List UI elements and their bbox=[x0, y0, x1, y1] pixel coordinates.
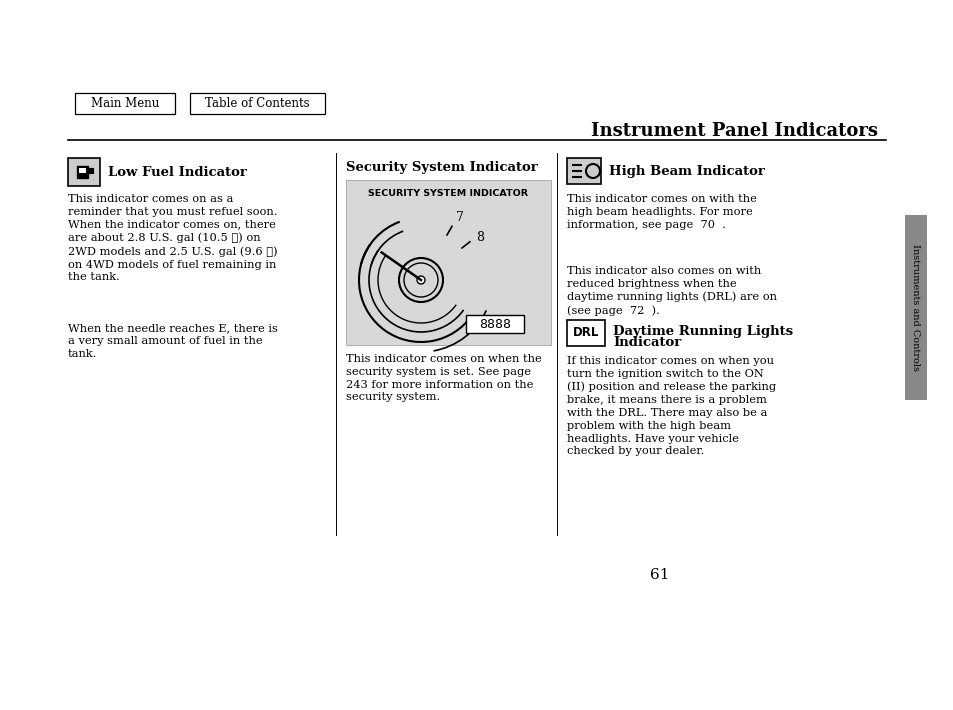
Text: Security System Indicator: Security System Indicator bbox=[346, 161, 537, 175]
FancyBboxPatch shape bbox=[346, 180, 551, 345]
Text: 7: 7 bbox=[456, 211, 463, 224]
Text: If this indicator comes on when you
turn the ignition switch to the ON
(II) posi: If this indicator comes on when you turn… bbox=[566, 356, 776, 457]
FancyBboxPatch shape bbox=[904, 215, 926, 400]
Text: When the needle reaches E, there is
a very small amount of fuel in the
tank.: When the needle reaches E, there is a ve… bbox=[68, 323, 277, 359]
FancyBboxPatch shape bbox=[68, 158, 100, 186]
Text: 61: 61 bbox=[650, 568, 669, 582]
Text: Instruments and Controls: Instruments and Controls bbox=[910, 244, 920, 371]
FancyBboxPatch shape bbox=[190, 93, 325, 114]
Text: 8: 8 bbox=[476, 231, 483, 244]
Text: Main Menu: Main Menu bbox=[91, 97, 159, 110]
Text: This indicator comes on when the
security system is set. See page
243 for more i: This indicator comes on when the securit… bbox=[346, 354, 541, 403]
FancyBboxPatch shape bbox=[465, 315, 523, 333]
Text: Low Fuel Indicator: Low Fuel Indicator bbox=[108, 165, 247, 178]
FancyBboxPatch shape bbox=[88, 168, 92, 173]
Text: This indicator also comes on with
reduced brightness when the
daytime running li: This indicator also comes on with reduce… bbox=[566, 266, 776, 316]
FancyBboxPatch shape bbox=[566, 320, 604, 346]
Text: SECURITY SYSTEM INDICATOR: SECURITY SYSTEM INDICATOR bbox=[368, 188, 528, 197]
FancyBboxPatch shape bbox=[75, 93, 174, 114]
Text: This indicator comes on with the
high beam headlights. For more
information, see: This indicator comes on with the high be… bbox=[566, 194, 756, 229]
Circle shape bbox=[416, 276, 424, 284]
Text: 8888: 8888 bbox=[478, 317, 511, 330]
FancyBboxPatch shape bbox=[566, 158, 600, 184]
Text: Instrument Panel Indicators: Instrument Panel Indicators bbox=[590, 122, 877, 140]
Text: This indicator comes on as a
reminder that you must refuel soon.
When the indica: This indicator comes on as a reminder th… bbox=[68, 194, 277, 283]
FancyBboxPatch shape bbox=[79, 168, 86, 173]
Text: DRL: DRL bbox=[572, 327, 598, 339]
Text: Indicator: Indicator bbox=[613, 336, 680, 349]
Text: High Beam Indicator: High Beam Indicator bbox=[608, 165, 764, 178]
FancyBboxPatch shape bbox=[77, 166, 88, 178]
Text: Daytime Running Lights: Daytime Running Lights bbox=[613, 325, 792, 338]
Text: Table of Contents: Table of Contents bbox=[205, 97, 310, 110]
